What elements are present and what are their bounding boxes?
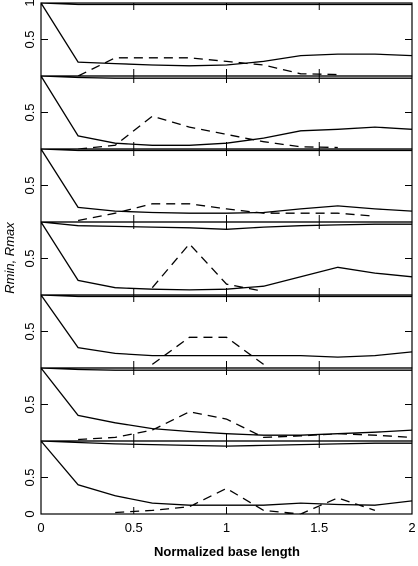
panel-frame	[40, 75, 413, 150]
y-tick-label: 0.5	[22, 103, 37, 121]
data-line	[40, 294, 413, 358]
data-line	[151, 242, 264, 293]
data-line	[40, 221, 412, 230]
x-tick-label: 1.5	[310, 520, 328, 535]
panel-frame	[40, 367, 413, 442]
data-line	[40, 148, 413, 214]
data-line	[40, 367, 412, 371]
y-tick-label: 0.5	[22, 249, 37, 267]
data-line	[78, 411, 413, 441]
y-tick-label: 0.5	[22, 395, 37, 413]
y-tick-label: 0.5	[22, 30, 37, 48]
y-tick-label: 0.5	[22, 176, 37, 194]
data-line	[115, 487, 376, 515]
data-line	[40, 75, 413, 146]
data-line	[40, 148, 412, 152]
y-tick-label: 0.5	[22, 468, 37, 486]
data-line	[40, 75, 412, 79]
data-line	[40, 221, 413, 291]
panel-frame	[40, 440, 413, 515]
data-line	[151, 336, 264, 365]
x-tick-label: 1	[223, 520, 230, 535]
y-tick-label: 1	[22, 0, 37, 7]
x-tick-label: 2	[408, 520, 415, 535]
panel-frame	[40, 148, 413, 223]
data-line	[40, 294, 412, 298]
x-tick-label: 0.5	[125, 520, 143, 535]
data-line	[77, 203, 375, 222]
x-tick-label: 0	[37, 520, 44, 535]
y-tick-label: 0	[22, 510, 37, 517]
data-line	[40, 2, 413, 67]
data-line	[40, 367, 413, 436]
data-line	[40, 440, 412, 447]
y-axis-label: Rmin, Rmax	[2, 222, 17, 294]
data-line	[78, 115, 338, 150]
data-line	[40, 2, 412, 6]
data-line	[77, 57, 338, 77]
x-axis-label: Normalized base length	[154, 544, 300, 559]
panel-frame	[40, 294, 413, 369]
y-tick-label: 0.5	[22, 322, 37, 340]
data-line	[40, 440, 413, 506]
